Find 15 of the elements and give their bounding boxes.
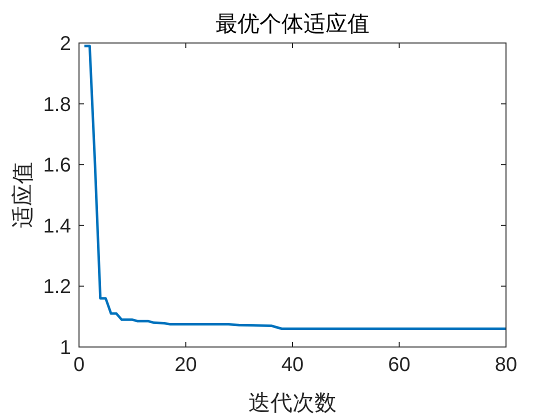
x-tick-label: 80 — [494, 354, 518, 376]
x-tick-label: 20 — [174, 354, 197, 376]
x-axis-title: 迭代次数 — [248, 391, 336, 416]
chart-title: 最优个体适应值 — [216, 12, 370, 37]
y-tick-label: 1 — [60, 337, 71, 359]
x-tick-label: 60 — [388, 354, 410, 376]
y-tick-label: 1.2 — [43, 276, 71, 298]
x-tick-label: 40 — [281, 354, 304, 376]
y-axis-title: 适应值 — [11, 162, 36, 228]
x-tick-label: 0 — [73, 354, 85, 376]
y-tick-label: 1.8 — [43, 94, 71, 116]
y-tick-label: 1.4 — [43, 215, 71, 238]
line-series — [83, 44, 508, 330]
y-tick-label: 2 — [60, 33, 71, 55]
y-tick-label: 1.6 — [43, 154, 71, 177]
